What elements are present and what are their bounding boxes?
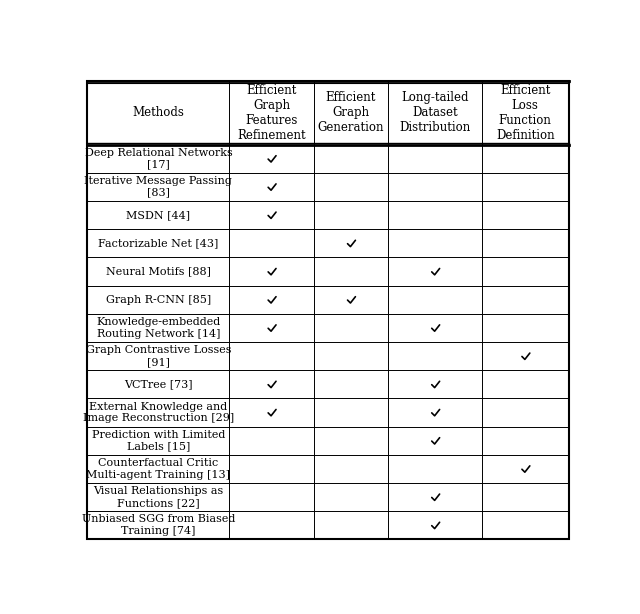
- Text: VCTree [73]: VCTree [73]: [124, 379, 193, 389]
- Text: Graph R-CNN [85]: Graph R-CNN [85]: [106, 295, 211, 305]
- Text: Neural Motifs [88]: Neural Motifs [88]: [106, 266, 211, 276]
- Text: Long-tailed
Dataset
Distribution: Long-tailed Dataset Distribution: [399, 91, 470, 134]
- Text: Iterative Message Passing
[83]: Iterative Message Passing [83]: [84, 176, 232, 198]
- Text: Counterfactual Critic
Multi-agent Training [13]: Counterfactual Critic Multi-agent Traini…: [86, 458, 230, 480]
- Text: Factorizable Net [43]: Factorizable Net [43]: [98, 238, 219, 248]
- Text: MSDN [44]: MSDN [44]: [126, 210, 191, 220]
- Text: Efficient
Graph
Features
Refinement: Efficient Graph Features Refinement: [237, 84, 306, 142]
- Text: Efficient
Loss
Function
Definition: Efficient Loss Function Definition: [496, 84, 555, 142]
- Text: Efficient
Graph
Generation: Efficient Graph Generation: [317, 91, 384, 134]
- Text: Visual Relationships as
Functions [22]: Visual Relationships as Functions [22]: [93, 486, 223, 508]
- Text: Graph Contrastive Losses
[91]: Graph Contrastive Losses [91]: [86, 345, 231, 367]
- Text: Methods: Methods: [132, 106, 184, 119]
- Text: External Knowledge and
Image Reconstruction [29]: External Knowledge and Image Reconstruct…: [83, 402, 234, 423]
- Text: Prediction with Limited
Labels [15]: Prediction with Limited Labels [15]: [92, 430, 225, 451]
- Text: Knowledge-embedded
Routing Network [14]: Knowledge-embedded Routing Network [14]: [96, 317, 221, 339]
- Text: Deep Relational Networks
[17]: Deep Relational Networks [17]: [84, 148, 232, 169]
- Text: Unbiased SGG from Biased
Training [74]: Unbiased SGG from Biased Training [74]: [82, 515, 235, 536]
